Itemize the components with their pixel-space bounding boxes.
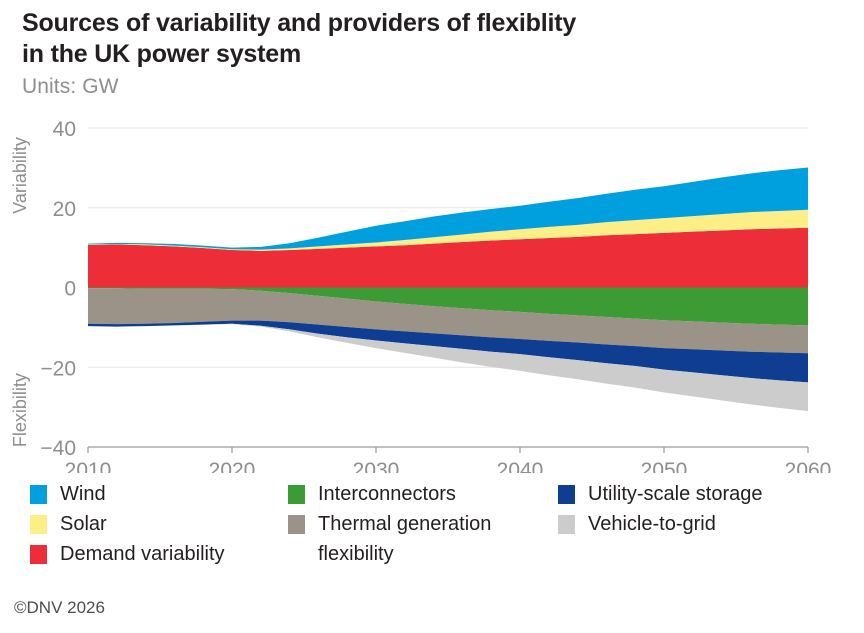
chart-units-subtitle: Units: GW (22, 75, 119, 98)
legend-color-swatch (558, 485, 575, 504)
y-axis-label-flexibility: Flexibility (10, 373, 30, 447)
legend-label: Wind (60, 483, 106, 505)
y-tick-label: 0 (64, 278, 76, 301)
x-tick-label: 2060 (785, 459, 832, 473)
legend-interconnectors[interactable]: Interconnectors (288, 482, 558, 512)
title-block: Sources of variability and providers of … (22, 8, 742, 99)
y-axis-label-variability: Variability (10, 137, 30, 214)
legend-column: Wind Solar Demand variability (30, 482, 288, 572)
area-series-group (88, 167, 808, 412)
y-tick-label: 20 (53, 198, 76, 221)
axis-lines (87, 446, 809, 453)
legend-color-swatch (30, 545, 47, 564)
area-interconnectors (88, 287, 808, 326)
legend-swatch-spacer (288, 545, 305, 564)
plot-area: 40 20 0 −20 −40 2010 2020 2030 2040 2050 2060 Var… (0, 108, 864, 473)
legend-vehicle-to-grid[interactable]: Vehicle-to-grid (558, 512, 838, 542)
page-title: Sources of variability and providers of … (22, 9, 577, 68)
legend-label: Thermal generation (318, 513, 492, 535)
legend-thermal-generation-flexibility-cont[interactable]: flexibility (288, 542, 558, 572)
y-tick-label: 40 (53, 118, 76, 141)
x-tick-label: 2040 (497, 459, 544, 473)
area-demand-variability (88, 227, 808, 288)
y-tick-label: −20 (40, 357, 76, 380)
legend-wind[interactable]: Wind (30, 482, 288, 512)
chart-legend: Wind Solar Demand variability Interconnecto… (30, 482, 850, 572)
legend-label: Solar (60, 513, 107, 535)
area-thermal-generation-flexibility (88, 288, 808, 354)
legend-color-swatch (30, 485, 47, 504)
y-tick-label: −40 (40, 437, 76, 460)
legend-label: Demand variability (60, 543, 225, 565)
legend-label: Vehicle-to-grid (588, 513, 716, 535)
legend-label: flexibility (318, 543, 394, 565)
stacked-area-chart: 40 20 0 −20 −40 2010 2020 2030 2040 2050 2060 Var… (10, 118, 832, 473)
area-wind (88, 167, 808, 250)
x-axis-tick-labels: 2010 2020 2030 2040 2050 2060 (65, 459, 832, 473)
legend-utility-scale-storage[interactable]: Utility-scale storage (558, 482, 838, 512)
legend-thermal-generation-flexibility[interactable]: Thermal generation (288, 512, 558, 542)
legend-color-swatch (30, 515, 47, 534)
legend-solar[interactable]: Solar (30, 512, 288, 542)
area-utility-scale-storage (88, 320, 808, 383)
x-tick-label: 2030 (353, 459, 400, 473)
copyright-notice: ©DNV 2026 (14, 598, 105, 617)
legend-column: Interconnectors Thermal generation flexibi… (288, 482, 558, 572)
legend-color-swatch (288, 515, 305, 534)
x-tick-label: 2020 (209, 459, 256, 473)
legend-demand-variability[interactable]: Demand variability (30, 542, 288, 572)
legend-column: Utility-scale storage Vehicle-to-grid (558, 482, 838, 542)
x-tick-label: 2050 (641, 459, 688, 473)
legend-label: Utility-scale storage (588, 483, 763, 505)
area-solar (88, 209, 808, 251)
x-tick-label: 2010 (65, 459, 112, 473)
y-axis-tick-labels: 40 20 0 −20 −40 (40, 118, 76, 460)
legend-color-swatch (288, 485, 305, 504)
legend-color-swatch (558, 515, 575, 534)
legend-label: Interconnectors (318, 483, 456, 505)
